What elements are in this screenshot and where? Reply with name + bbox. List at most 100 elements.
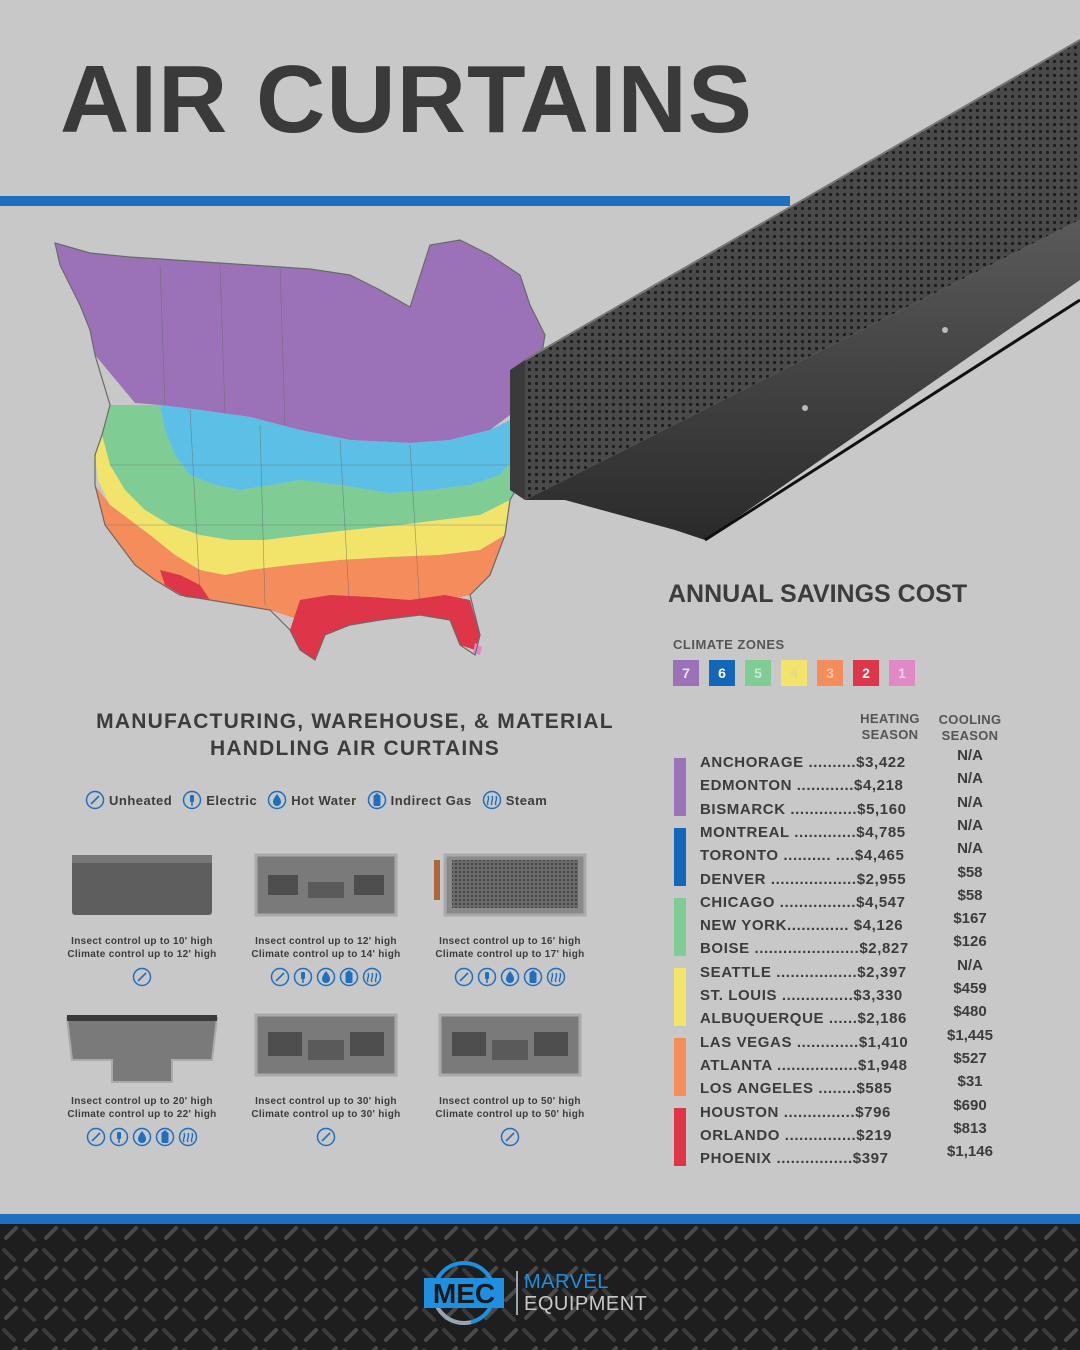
savings-row-cooling: $31 [957,1073,983,1091]
legend-item-unheated: Unheated [85,790,172,810]
savings-row-cooling: $527 [953,1049,987,1067]
electric-icon [182,790,202,810]
savings-row-cooling: $126 [953,933,987,951]
legend-item-electric: Electric [182,790,257,810]
footer-divider [0,1214,1080,1224]
hot-water-icon [267,790,287,810]
insect-control-spec: Insect control up to 12' high [255,936,397,947]
savings-row-cooling: $459 [953,980,987,997]
product-card: Insect control up to 10' high Climate con… [57,850,227,987]
zone-swatch-2: 2 [853,660,879,686]
air-curtain-unit-image [438,1013,582,1077]
product-card: Insect control up to 30' high Climate con… [241,1010,411,1147]
legend-label: Unheated [109,792,173,808]
insect-control-spec: Insect control up to 50' high [439,1096,581,1107]
legend-item-steam: Steam [482,790,548,810]
product-card: Insect control up to 20' high Climate con… [57,1010,227,1147]
unheated-icon [316,1127,336,1147]
savings-row-heating: SEATTLE .................$2,397 [700,963,907,981]
savings-row-heating: BISMARCK ..............$5,160 [700,800,907,818]
page-title: AIR CURTAINS [60,46,753,153]
savings-row-heating: PHOENIX ................$397 [700,1150,889,1168]
insect-control-spec: Insect control up to 10' high [71,936,213,947]
zone-swatch-5: 5 [745,660,771,686]
savings-row-heating: ALBUQUERQUE ......$2,186 [700,1010,907,1028]
air-curtain-unit-image [72,855,212,915]
unheated-icon [132,967,152,987]
unheated-icon [454,967,474,987]
hot-water-icon [132,1127,152,1147]
climate-control-spec: Climate control up to 12' high [67,949,217,960]
unheated-icon [86,1127,106,1147]
savings-row-cooling: $480 [953,1003,987,1021]
steam-icon [482,790,502,810]
product-caption: Insect control up to 50' high Climate con… [425,1095,595,1121]
climate-control-spec: Climate control up to 30' high [251,1109,401,1120]
product-card: Insect control up to 16' high Climate con… [425,850,595,987]
product-heat-options [57,1127,227,1147]
savings-row-cooling: N/A [957,747,983,764]
steam-icon [546,967,566,987]
indirect-gas-icon [523,967,543,987]
electric-icon [109,1127,129,1147]
product-card: Insect control up to 12' high Climate con… [241,850,411,987]
product-heat-options [241,967,411,987]
hot-water-icon [316,967,336,987]
product-caption: Insect control up to 16' high Climate con… [425,935,595,961]
savings-row-cooling: N/A [957,816,983,834]
logo-equipment-text: EQUIPMENT [524,1293,648,1315]
zone-swatch-7: 7 [673,660,699,686]
savings-row-cooling: $690 [953,1096,987,1114]
electric-icon [477,967,497,987]
savings-row-heating: LAS VEGAS .............$1,410 [700,1033,909,1051]
title-divider [0,196,790,206]
zone-bar-5 [674,898,686,956]
logo-marvel-text: MARVEL [524,1271,609,1293]
insect-control-spec: Insect control up to 30' high [255,1096,397,1107]
savings-row-heating: ORLANDO ...............$219 [700,1126,893,1144]
legend-label: Indirect Gas [390,792,472,808]
savings-row-cooling: $1,146 [947,1143,993,1161]
zone-bar-2 [674,1108,686,1166]
steam-icon [362,967,382,987]
savings-row-heating: EDMONTON ............$4,218 [700,777,904,795]
footer [0,1224,1080,1350]
savings-row-cooling: N/A [957,840,983,858]
savings-row-heating: NEW YORK............. $4,126 [700,917,904,935]
climate-control-spec: Climate control up to 14' high [251,949,401,960]
product-caption: Insect control up to 20' high Climate con… [57,1095,227,1121]
product-caption: Insect control up to 30' high Climate con… [241,1095,411,1121]
indirect-gas-icon [339,967,359,987]
unheated-icon [500,1127,520,1147]
savings-row-cooling: $58 [957,863,983,881]
savings-row-cooling: $813 [953,1119,987,1137]
savings-row-heating: BOISE ......................$2,827 [700,940,909,958]
manufacturing-title-line2: HANDLING AIR CURTAINS [209,737,501,760]
steam-icon [178,1127,198,1147]
product-heat-options [425,1127,595,1147]
product-heat-options [57,967,227,987]
zone-swatch-3: 3 [817,660,843,686]
savings-row-cooling: N/A [957,793,983,811]
electric-icon [293,967,313,987]
annual-savings-title: ANNUAL SAVINGS COST [668,580,968,608]
manufacturing-title: MANUFACTURING, WAREHOUSE, & MATERIAL HAN… [40,708,670,762]
zone-bar-7 [674,758,686,816]
product-card: Insect control up to 50' high Climate con… [425,1010,595,1147]
manufacturing-title-line1: MANUFACTURING, WAREHOUSE, & MATERIAL [96,710,614,733]
legend-item-hot-water: Hot Water [267,790,356,810]
diamond-plate-texture [0,1224,1080,1350]
indirect-gas-icon [155,1127,175,1147]
savings-row-heating: DENVER ..................$2,955 [700,870,907,888]
climate-zones-label: CLIMATE ZONES [673,637,785,652]
savings-row-heating: ANCHORAGE ..........$3,422 [700,754,906,771]
indirect-gas-icon [367,790,386,810]
air-curtain-unit-image [65,1015,219,1083]
heating-season-header: HEATING SEASON [860,711,920,742]
legend-item-indirect-gas: Indirect Gas [367,790,472,810]
insect-control-spec: Insect control up to 20' high [71,1096,213,1107]
product-heat-options [241,1127,411,1147]
savings-row-cooling: $1,445 [947,1026,993,1044]
unheated-icon [270,967,290,987]
